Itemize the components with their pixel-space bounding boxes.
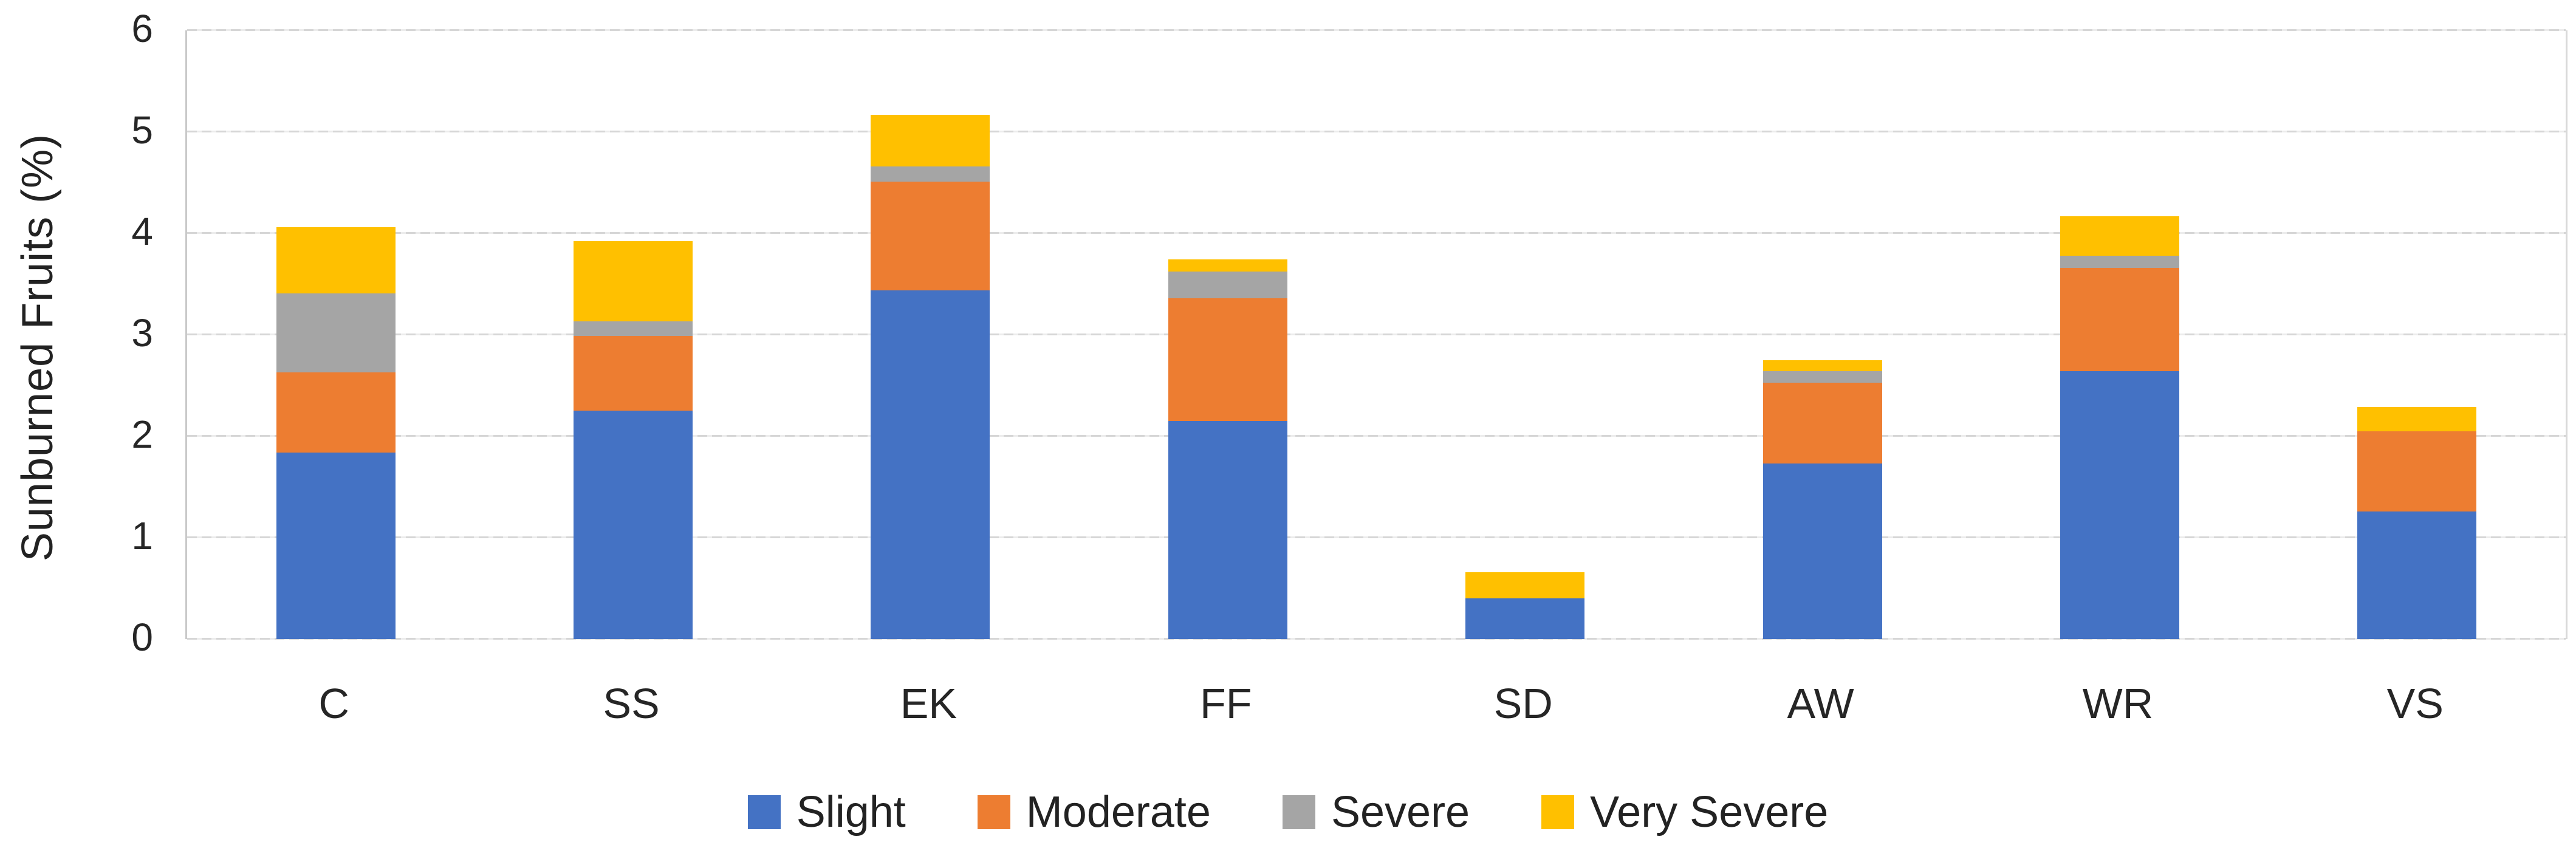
x-tick-label-c: C [318,680,349,727]
legend-swatch-icon [1541,795,1575,829]
segment-moderate [2060,267,2179,372]
gridline-y4 [187,232,2566,234]
x-tick-label-wr: WR [2082,680,2154,727]
gridline-y3 [187,334,2566,335]
y-tick-label: 0 [131,615,153,660]
bar-ff [1168,259,1287,639]
legend-item-severe: Severe [1282,787,1470,837]
x-tick-label-ff: FF [1200,680,1252,727]
legend-item-moderate: Moderate [977,787,1211,837]
segment-slight [2357,511,2477,639]
segment-moderate [1168,298,1287,421]
segment-slight [276,452,396,639]
bar-sd [1465,572,1585,639]
y-tick-label: 1 [131,514,153,558]
gridline-y5 [187,131,2566,132]
segment-very-severe [1465,572,1585,599]
segment-moderate [574,335,693,411]
legend-label: Severe [1331,788,1470,836]
segment-severe [574,321,693,336]
legend-swatch-icon [747,795,781,829]
segment-very-severe [1168,259,1287,272]
gridline-y6 [187,29,2566,31]
y-tick-label: 2 [131,412,153,457]
x-tick-label-vs: VS [2386,680,2444,727]
segment-very-severe [276,227,396,293]
legend-label: Very Severe [1590,788,1829,836]
gridline-y0 [187,638,2566,640]
y-tick-label: 3 [131,311,153,355]
legend-label: Slight [796,788,906,836]
segment-moderate [2357,431,2477,511]
segment-severe [1762,371,1882,383]
segment-moderate [1762,382,1882,464]
segment-slight [2060,371,2179,639]
bar-ss [574,241,693,639]
segment-slight [871,290,990,639]
legend-item-slight: Slight [747,787,906,837]
segment-very-severe [574,241,693,322]
segment-slight [1465,598,1585,639]
legend: Slight Moderate Severe Very Severe [0,787,2576,837]
legend-swatch-icon [977,795,1010,829]
segment-severe [276,293,396,372]
legend-item-very-severe: Very Severe [1541,787,1828,837]
segment-severe [1168,272,1287,298]
segment-slight [574,411,693,639]
segment-moderate [871,181,990,290]
bar-ek [871,114,990,639]
segment-moderate [276,372,396,453]
segment-very-severe [1762,360,1882,372]
segment-slight [1168,420,1287,639]
x-tick-label-sd: SD [1493,680,1553,727]
y-tick-label: 6 [131,7,153,51]
segment-very-severe [871,114,990,166]
x-tick-label-ss: SS [603,680,660,727]
bar-aw [1762,360,1882,639]
segment-very-severe [2060,216,2179,256]
bar-c [276,227,396,639]
plot-area [185,29,2567,640]
bar-vs [2357,406,2477,639]
y-tick-label: 4 [131,210,153,254]
x-tick-label-aw: AW [1787,680,1854,727]
bar-wr [2060,216,2179,639]
segment-severe [2060,255,2179,268]
legend-swatch-icon [1282,795,1315,829]
segment-very-severe [2357,406,2477,431]
x-tick-label-ek: EK [900,680,957,727]
y-axis-tick-labels: 0 1 2 3 4 5 6 [0,7,153,659]
segment-slight [1762,463,1882,639]
y-tick-label: 5 [131,108,153,152]
gridline-y1 [187,536,2566,538]
segment-severe [871,166,990,182]
legend-label: Moderate [1026,788,1211,836]
gridline-y2 [187,435,2566,437]
